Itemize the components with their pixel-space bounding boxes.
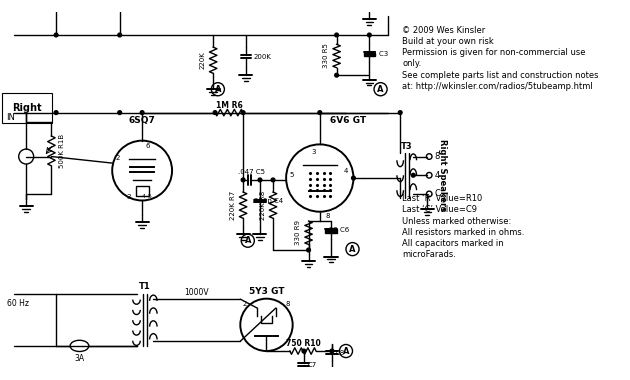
Text: microFarads.: microFarads. xyxy=(402,250,456,259)
Text: Unless marked otherwise:: Unless marked otherwise: xyxy=(402,217,512,226)
Text: 4 5: 4 5 xyxy=(142,194,152,199)
Text: 500K R1B: 500K R1B xyxy=(59,134,65,168)
Text: A: A xyxy=(343,347,349,356)
Text: C7: C7 xyxy=(307,362,317,368)
Circle shape xyxy=(241,178,245,182)
Circle shape xyxy=(398,111,402,114)
Circle shape xyxy=(54,111,58,114)
Text: 200K: 200K xyxy=(253,54,272,60)
Text: 2: 2 xyxy=(243,301,247,307)
Circle shape xyxy=(307,248,311,252)
Text: 6V6 GT: 6V6 GT xyxy=(329,116,366,125)
Circle shape xyxy=(411,173,415,177)
Text: 1000V: 1000V xyxy=(185,288,209,297)
Circle shape xyxy=(54,33,58,37)
Text: 5Y3 GT: 5Y3 GT xyxy=(249,287,284,296)
Text: A: A xyxy=(377,85,384,94)
Text: C: C xyxy=(435,190,440,198)
Circle shape xyxy=(367,33,371,37)
Text: 330 R9: 330 R9 xyxy=(295,220,301,245)
Circle shape xyxy=(118,111,122,114)
Text: All capacitors marked in: All capacitors marked in xyxy=(402,239,504,248)
Text: 22 C6: 22 C6 xyxy=(329,227,350,233)
Circle shape xyxy=(335,73,338,77)
Circle shape xyxy=(302,349,306,353)
Text: 4: 4 xyxy=(344,168,348,174)
FancyBboxPatch shape xyxy=(364,53,375,57)
Text: See complete parts list and construction notes: See complete parts list and construction… xyxy=(402,71,598,80)
Text: IN: IN xyxy=(6,113,15,122)
Text: © 2009 Wes Kinsler: © 2009 Wes Kinsler xyxy=(402,26,485,35)
Circle shape xyxy=(352,176,355,180)
Text: 1M R6: 1M R6 xyxy=(215,101,243,109)
Text: 22 C3: 22 C3 xyxy=(368,51,388,57)
Text: A: A xyxy=(244,236,251,245)
Circle shape xyxy=(335,33,338,37)
Circle shape xyxy=(330,349,334,353)
Circle shape xyxy=(241,111,245,114)
Text: 5: 5 xyxy=(290,172,294,178)
FancyBboxPatch shape xyxy=(325,230,336,233)
Text: 8: 8 xyxy=(325,214,329,219)
Text: Right Speakers: Right Speakers xyxy=(438,139,447,211)
Circle shape xyxy=(118,33,122,37)
Text: T3: T3 xyxy=(401,142,413,151)
Text: Right: Right xyxy=(12,103,42,113)
Circle shape xyxy=(318,111,322,114)
Text: 60 Hz: 60 Hz xyxy=(8,299,30,308)
Circle shape xyxy=(213,111,217,114)
Text: A: A xyxy=(349,245,356,253)
Circle shape xyxy=(140,111,144,114)
Text: Build at your own risk: Build at your own risk xyxy=(402,37,494,46)
Text: Last ‘R’ Value=R10: Last ‘R’ Value=R10 xyxy=(402,194,483,203)
Text: Last ‘C’ Value=C9: Last ‘C’ Value=C9 xyxy=(402,205,477,214)
FancyBboxPatch shape xyxy=(135,187,149,196)
Text: Permission is given for non-commercial use: Permission is given for non-commercial u… xyxy=(402,48,585,57)
Text: 220K R8: 220K R8 xyxy=(260,190,266,220)
Text: 3A: 3A xyxy=(74,355,84,364)
Text: All resistors marked in ohms.: All resistors marked in ohms. xyxy=(402,228,524,237)
Text: at: http://wkinsler.com/radios/5tubeamp.html: at: http://wkinsler.com/radios/5tubeamp.… xyxy=(402,82,593,91)
Text: 8: 8 xyxy=(435,152,440,161)
Text: 8: 8 xyxy=(286,301,290,307)
Text: 220K R7: 220K R7 xyxy=(230,190,236,220)
Text: .047 C5: .047 C5 xyxy=(238,169,265,176)
Text: only.: only. xyxy=(402,60,421,68)
Circle shape xyxy=(271,178,275,182)
Text: 220K: 220K xyxy=(200,51,206,69)
Text: 330 R5: 330 R5 xyxy=(323,44,329,68)
Text: 6: 6 xyxy=(146,143,151,149)
Text: C8: C8 xyxy=(336,350,345,356)
Text: 3: 3 xyxy=(311,149,316,155)
Circle shape xyxy=(258,178,262,182)
Text: 3: 3 xyxy=(127,194,131,200)
Text: 200p C4: 200p C4 xyxy=(254,198,283,204)
Text: A: A xyxy=(215,85,221,94)
Text: 750 R10: 750 R10 xyxy=(285,339,320,348)
Text: 4: 4 xyxy=(435,171,440,180)
Text: 6SQ7: 6SQ7 xyxy=(129,116,156,125)
Text: T1: T1 xyxy=(139,282,151,291)
Text: 2: 2 xyxy=(116,155,120,162)
